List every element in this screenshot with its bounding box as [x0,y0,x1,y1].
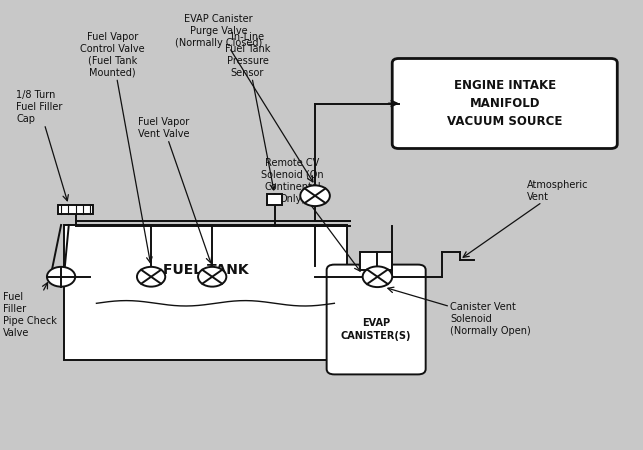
Text: Fuel Vapor
Control Valve
(Fuel Tank
Mounted): Fuel Vapor Control Valve (Fuel Tank Moun… [80,32,152,263]
Bar [58,205,93,214]
Text: Canister Vent
Solenoid
(Normally Open): Canister Vent Solenoid (Normally Open) [388,287,531,336]
Text: Atmospheric
Vent: Atmospheric Vent [463,180,589,257]
Bar [360,252,392,270]
Bar [267,194,282,205]
Circle shape [137,267,165,287]
Text: Fuel
Filler
Pipe Check
Valve: Fuel Filler Pipe Check Valve [3,283,57,338]
Text: EVAP
CANISTER(S): EVAP CANISTER(S) [341,318,412,341]
Text: 1/8 Turn
Fuel Filler
Cap: 1/8 Turn Fuel Filler Cap [16,90,68,201]
Text: ENGINE INTAKE
MANIFOLD
VACUUM SOURCE: ENGINE INTAKE MANIFOLD VACUUM SOURCE [447,79,563,128]
Circle shape [198,267,226,287]
Text: FUEL TANK: FUEL TANK [163,262,249,277]
Text: In-Line
Fuel Tank
Pressure
Sensor: In-Line Fuel Tank Pressure Sensor [225,32,275,190]
Circle shape [300,185,330,206]
Text: EVAP Canister
Purge Valve
(Normally Closed): EVAP Canister Purge Valve (Normally Clos… [175,14,313,182]
Text: Remote CV
Solenoid (On
Continental
Only): Remote CV Solenoid (On Continental Only) [261,158,360,271]
FancyBboxPatch shape [327,265,426,374]
Text: Fuel Vapor
Vent Valve: Fuel Vapor Vent Valve [138,117,212,263]
Circle shape [363,266,392,287]
FancyBboxPatch shape [392,58,617,148]
Circle shape [47,267,75,287]
Bar [64,225,347,360]
